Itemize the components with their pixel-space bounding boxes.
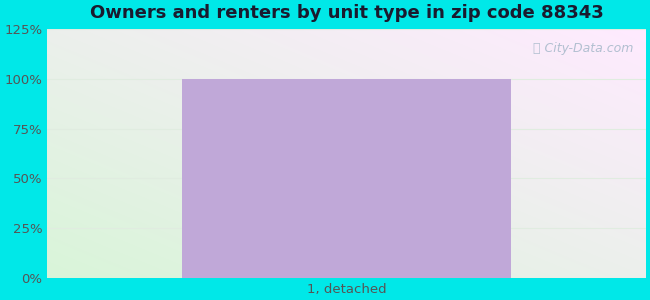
Text: ⓘ City-Data.com: ⓘ City-Data.com	[534, 42, 634, 55]
Bar	[182, 79, 511, 278]
Title: Owners and renters by unit type in zip code 88343: Owners and renters by unit type in zip c…	[90, 4, 603, 22]
